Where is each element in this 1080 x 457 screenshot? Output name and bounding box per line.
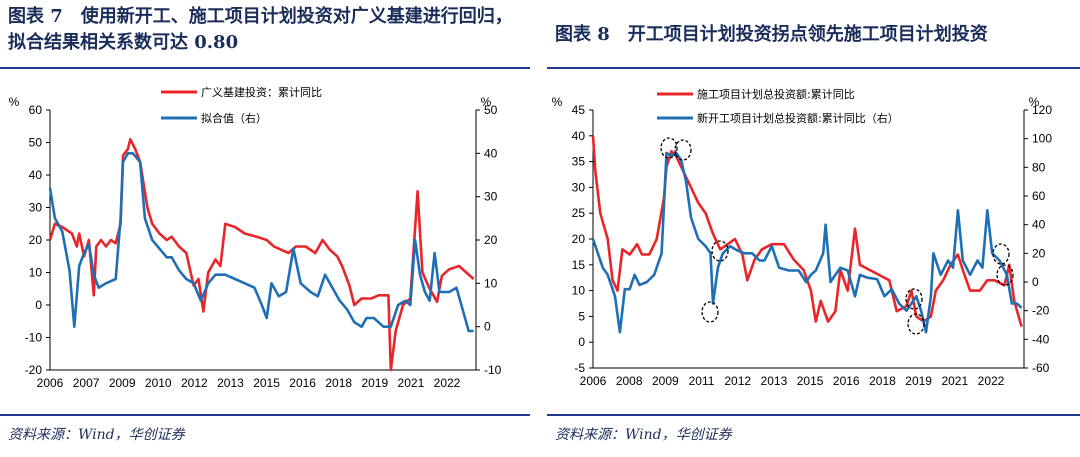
y-left-tick-label: 25 bbox=[572, 206, 586, 220]
x-tick-label: 2015 bbox=[797, 374, 824, 388]
y-left-tick-label: 10 bbox=[572, 284, 586, 298]
x-tick-label: 2010 bbox=[145, 376, 172, 390]
title-rule bbox=[0, 67, 530, 69]
y-right-tick-label: 60 bbox=[1032, 189, 1046, 203]
y-left-tick-label: 40 bbox=[29, 168, 43, 182]
y-left-tick-label: 50 bbox=[29, 136, 43, 150]
y-right-unit: % bbox=[481, 95, 492, 109]
y-left-tick-label: 60 bbox=[29, 103, 43, 117]
source-rule bbox=[547, 414, 1080, 416]
y-right-tick-label: -10 bbox=[484, 363, 502, 377]
x-tick-label: 2006 bbox=[37, 376, 64, 390]
x-tick-label: 2009 bbox=[652, 374, 679, 388]
y-right-tick-label: 30 bbox=[484, 190, 498, 204]
y-right-unit: % bbox=[1029, 95, 1040, 109]
y-left-unit: % bbox=[9, 95, 20, 109]
title-rule bbox=[547, 67, 1080, 69]
chart-right: -5 0 5 10 15 20 25 30 35 40 45 -60 -40 -20 0 20 40 60 80 10… bbox=[552, 87, 1053, 388]
x-tick-label: 2021 bbox=[941, 374, 968, 388]
x-tick-label: 2013 bbox=[217, 376, 244, 390]
right-figure: 图表 8 开工项目计划投资拐点领先施工项目计划投资 -5 0 5 10 15 20 25 30… bbox=[547, 0, 1080, 457]
y-right-tick-label: 20 bbox=[484, 233, 498, 247]
highlight-circle bbox=[907, 313, 925, 335]
y-left-tick-label: 35 bbox=[572, 155, 586, 169]
highlight-circle bbox=[701, 301, 719, 323]
chart-left: -20 -10 0 10 20 30 40 50 60 -10 0 10 20 30 40 50% % 2006 2… bbox=[9, 85, 502, 390]
y-right-tick-label: -20 bbox=[1032, 304, 1050, 318]
y-right-tick-label: 0 bbox=[1032, 275, 1039, 289]
x-tick-label: 2018 bbox=[325, 376, 352, 390]
y-left-tick-label: -5 bbox=[574, 361, 585, 375]
figure-title: 图表 7 使用新开工、施工项目计划投资对广义基建进行回归，拟合结果相关系数可达 … bbox=[8, 6, 513, 53]
y-left-tick-label: 40 bbox=[572, 129, 586, 143]
x-tick-label: 2018 bbox=[869, 374, 896, 388]
y-right-tick-label: 10 bbox=[484, 276, 498, 290]
y-right-tick-label: 20 bbox=[1032, 246, 1046, 260]
x-tick-label: 2011 bbox=[689, 374, 715, 388]
y-left-tick-label: 45 bbox=[572, 103, 586, 117]
y-right-tick-label: 120 bbox=[1032, 103, 1052, 117]
legend-label-2: 拟合值（右） bbox=[201, 111, 267, 125]
y-right-tick-label: -60 bbox=[1032, 361, 1050, 375]
y-right-tick-label: 80 bbox=[1032, 160, 1046, 174]
y-left-tick-label: -10 bbox=[25, 331, 43, 345]
y-left-tick-label: 30 bbox=[572, 180, 586, 194]
x-tick-label: 2019 bbox=[361, 376, 388, 390]
series-line-1 bbox=[48, 138, 475, 372]
y-left-tick-label: 10 bbox=[29, 266, 43, 280]
y-right-tick-label: 40 bbox=[484, 146, 498, 160]
y-left-tick-label: -20 bbox=[25, 363, 43, 377]
x-tick-label: 2016 bbox=[289, 376, 316, 390]
x-tick-label: 2019 bbox=[905, 374, 932, 388]
y-left-tick-label: 0 bbox=[578, 335, 585, 349]
x-tick-label: 2013 bbox=[761, 374, 788, 388]
y-left-unit: % bbox=[552, 95, 563, 109]
x-tick-label: 2012 bbox=[724, 374, 751, 388]
x-tick-label: 2021 bbox=[398, 376, 425, 390]
left-figure: 图表 7 使用新开工、施工项目计划投资对广义基建进行回归，拟合结果相关系数可达 … bbox=[0, 0, 530, 457]
legend-label-2: 新开工项目计划总投资额:累计同比（右） bbox=[697, 111, 899, 125]
x-tick-label: 2008 bbox=[616, 374, 643, 388]
y-left-tick-label: 20 bbox=[572, 232, 586, 246]
x-tick-label: 2022 bbox=[434, 376, 461, 390]
y-right-tick-label: 40 bbox=[1032, 218, 1046, 232]
source-rule bbox=[0, 414, 530, 416]
x-tick-label: 2015 bbox=[253, 376, 280, 390]
y-left-tick-label: 30 bbox=[29, 201, 43, 215]
highlight-circle bbox=[660, 137, 678, 159]
figure-title: 图表 8 开工项目计划投资拐点领先施工项目计划投资 bbox=[555, 24, 988, 45]
y-right-tick-label: 0 bbox=[484, 320, 491, 334]
highlight-circle bbox=[711, 240, 729, 262]
x-tick-label: 2012 bbox=[181, 376, 208, 390]
y-left-tick-label: 0 bbox=[35, 298, 42, 312]
highlight-circle bbox=[905, 288, 923, 310]
highlight-circle bbox=[674, 139, 692, 161]
y-right-tick-label: -40 bbox=[1032, 332, 1050, 346]
y-right-tick-label: 100 bbox=[1032, 132, 1052, 146]
x-tick-label: 2009 bbox=[109, 376, 136, 390]
x-tick-label: 2016 bbox=[833, 374, 860, 388]
legend-label-1: 施工项目计划总投资额:累计同比 bbox=[697, 87, 855, 101]
x-tick-label: 2006 bbox=[580, 374, 607, 388]
y-right-tick-label: 50 bbox=[484, 103, 498, 117]
series-line-2 bbox=[48, 152, 474, 333]
source-note: 资料来源：Wind，华创证券 bbox=[8, 427, 185, 443]
highlight-circle bbox=[992, 243, 1010, 265]
x-tick-label: 2022 bbox=[978, 374, 1005, 388]
x-tick-label: 2007 bbox=[73, 376, 100, 390]
source-note: 资料来源：Wind，华创证券 bbox=[555, 427, 732, 443]
highlight-circle bbox=[996, 264, 1014, 286]
y-left-tick-label: 20 bbox=[29, 233, 43, 247]
y-left-tick-label: 5 bbox=[578, 309, 585, 323]
series-line-1 bbox=[591, 135, 1023, 328]
y-left-tick-label: 15 bbox=[572, 258, 586, 272]
legend-label-1: 广义基建投资：累计同比 bbox=[201, 85, 322, 99]
series-line-2 bbox=[591, 151, 1023, 334]
